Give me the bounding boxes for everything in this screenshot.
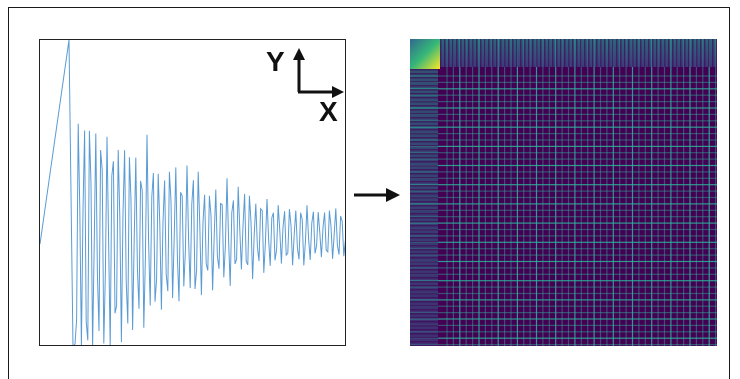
matrix-row-line xyxy=(410,344,717,346)
matrix-row-line xyxy=(410,126,717,128)
matrix-col-line xyxy=(555,39,557,346)
matrix-row-line xyxy=(410,209,717,211)
matrix-row-line xyxy=(410,88,717,90)
matrix-col-line xyxy=(715,39,717,346)
matrix-corner-highlight xyxy=(410,39,440,69)
matrix-col-line xyxy=(567,39,570,346)
matrix-row-line xyxy=(410,107,717,109)
matrix-col-line xyxy=(446,39,448,346)
matrix-edge-bands xyxy=(410,39,717,346)
matrix-col-line xyxy=(683,39,685,346)
matrix-row-line xyxy=(410,299,717,301)
matrix-row-line xyxy=(410,113,717,115)
matrix-col-line xyxy=(548,39,550,346)
matrix-row-line xyxy=(410,228,717,231)
matrix-col-line xyxy=(625,39,627,346)
matrix-row-line xyxy=(410,203,717,205)
matrix-row-line xyxy=(410,286,717,288)
matrix-col-line xyxy=(689,39,691,346)
matrix-row-line xyxy=(410,337,717,339)
matrix-row-line xyxy=(410,248,717,250)
matrix-row-line xyxy=(410,324,717,326)
matrix-col-line xyxy=(561,39,563,346)
matrix-row-line xyxy=(410,171,717,173)
matrix-col-line xyxy=(599,39,602,346)
matrix-col-line xyxy=(510,39,512,346)
matrix-col-line xyxy=(695,39,697,346)
matrix-row-line xyxy=(410,139,717,141)
matrix-row-line xyxy=(410,177,717,179)
matrix-col-line xyxy=(657,39,659,346)
matrix-col-line xyxy=(708,39,710,346)
matrix-row-line xyxy=(410,152,717,154)
matrix-col-line xyxy=(491,39,493,346)
matrix-col-line xyxy=(663,39,666,346)
matrix-col-line xyxy=(631,39,634,346)
figure-frame xyxy=(8,7,730,379)
matrix-row-line xyxy=(410,222,717,224)
matrix-col-line xyxy=(670,39,672,346)
y-axis-label: Y xyxy=(266,46,285,77)
matrix-row-line xyxy=(410,184,717,186)
matrix-row-line xyxy=(410,164,717,167)
matrix-col-line xyxy=(619,39,621,346)
matrix-col-line xyxy=(574,39,576,346)
matrix-row-line xyxy=(410,305,717,307)
matrix-col-line xyxy=(497,39,499,346)
signal-plot-panel: Y X xyxy=(39,39,346,346)
matrix-col-line xyxy=(529,39,531,346)
matrix-row-line xyxy=(410,254,717,256)
axes-indicator-arrows xyxy=(293,48,344,98)
matrix-col-line xyxy=(587,39,589,346)
matrix-col-line xyxy=(459,39,461,346)
matrix-col-line xyxy=(651,39,653,346)
matrix-col-line xyxy=(638,39,640,346)
matrix-row-line xyxy=(410,101,717,103)
matrix-col-line xyxy=(504,39,506,346)
matrix-heatmap xyxy=(410,39,717,346)
matrix-row-line xyxy=(410,235,717,237)
transform-arrow-icon xyxy=(354,188,400,202)
matrix-row-line xyxy=(410,241,717,243)
matrix-row-line xyxy=(410,260,717,263)
matrix-row-line xyxy=(410,81,717,83)
matrix-col-line xyxy=(542,39,544,346)
matrix-col-line xyxy=(484,39,486,346)
matrix-col-line xyxy=(523,39,525,346)
matrix-row-line xyxy=(410,120,717,122)
matrix-col-line xyxy=(606,39,608,346)
signal-line xyxy=(40,40,345,345)
matrix-col-line xyxy=(612,39,614,346)
matrix-col-line xyxy=(593,39,595,346)
matrix-col-line xyxy=(516,39,518,346)
matrix-col-line xyxy=(478,39,480,346)
matrix-row-line xyxy=(410,318,717,320)
matrix-row-line xyxy=(410,145,717,147)
matrix-row-line xyxy=(410,331,717,333)
matrix-row-line xyxy=(410,273,717,275)
matrix-row-line xyxy=(410,133,717,135)
matrix-col-line xyxy=(472,39,474,346)
matrix-heatmap-panel xyxy=(410,39,717,346)
matrix-row-line xyxy=(410,280,717,282)
signal-waveform xyxy=(40,40,345,345)
matrix-col-line xyxy=(452,39,454,346)
matrix-col-line xyxy=(465,39,467,346)
matrix-row-line xyxy=(410,267,717,269)
matrix-col-line xyxy=(580,39,582,346)
matrix-row-line xyxy=(410,196,717,199)
matrix-col-line xyxy=(535,39,538,346)
matrix-row-line xyxy=(410,312,717,314)
matrix-col-line xyxy=(676,39,678,346)
matrix-row-line xyxy=(410,190,717,192)
matrix-row-line xyxy=(410,94,717,96)
matrix-row-line xyxy=(410,75,717,77)
matrix-grid-lines xyxy=(410,39,717,346)
matrix-col-line xyxy=(702,39,704,346)
matrix-row-line xyxy=(410,292,717,295)
matrix-col-line xyxy=(644,39,646,346)
matrix-row-line xyxy=(410,158,717,160)
matrix-row-line xyxy=(410,216,717,218)
x-axis-label: X xyxy=(319,96,338,127)
